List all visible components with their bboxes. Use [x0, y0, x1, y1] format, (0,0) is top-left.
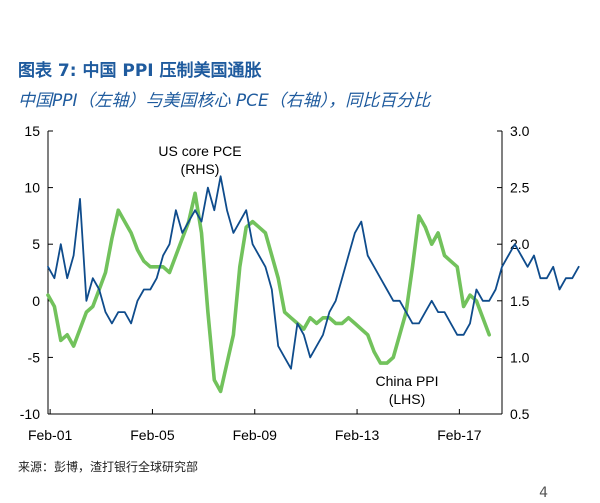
right-tick-label: 1.5	[510, 293, 530, 309]
line-chart: -10 -5 0 5 10 15 0.5 1.0 1.5 2.0 2.5 3.0 Feb-01 Feb-0…	[20, 123, 580, 443]
left-tick-label: -5	[28, 349, 41, 365]
china-ppi-line	[46, 191, 492, 394]
x-tick-label: Feb-05	[130, 427, 175, 443]
left-tick-label: 15	[24, 123, 40, 139]
ppi-annotation-label: (LHS)	[389, 391, 426, 407]
right-tick-label: 1.0	[510, 349, 530, 365]
x-tick-label: Feb-17	[437, 427, 482, 443]
x-tick-label: Feb-13	[335, 427, 380, 443]
right-tick-label: 3.0	[510, 123, 530, 139]
source-note: 来源：彭博，渣打银行全球研究部	[18, 460, 199, 474]
x-tick-label: Feb-09	[233, 427, 278, 443]
pce-annotation-label: (RHS)	[181, 161, 220, 177]
us-core-pce-line	[47, 175, 580, 370]
left-tick-label: 10	[24, 180, 40, 196]
x-tick-label: Feb-01	[28, 427, 73, 443]
pce-annotation-label: US core PCE	[158, 143, 241, 159]
left-tick-label: 0	[32, 293, 40, 309]
left-tick-label: -10	[20, 406, 40, 422]
page-number: 4	[539, 485, 548, 501]
ppi-annotation-label: China PPI	[375, 373, 438, 389]
left-tick-label: 5	[32, 236, 40, 252]
chart-title: 图表 7: 中国 PPI 压制美国通胀	[18, 61, 262, 81]
right-tick-label: 0.5	[510, 406, 530, 422]
right-tick-label: 2.5	[510, 180, 530, 196]
right-tick-label: 2.0	[510, 236, 530, 252]
chart-subtitle: 中国PPI（左轴）与美国核心 PCE（右轴），同比百分比	[18, 91, 431, 111]
